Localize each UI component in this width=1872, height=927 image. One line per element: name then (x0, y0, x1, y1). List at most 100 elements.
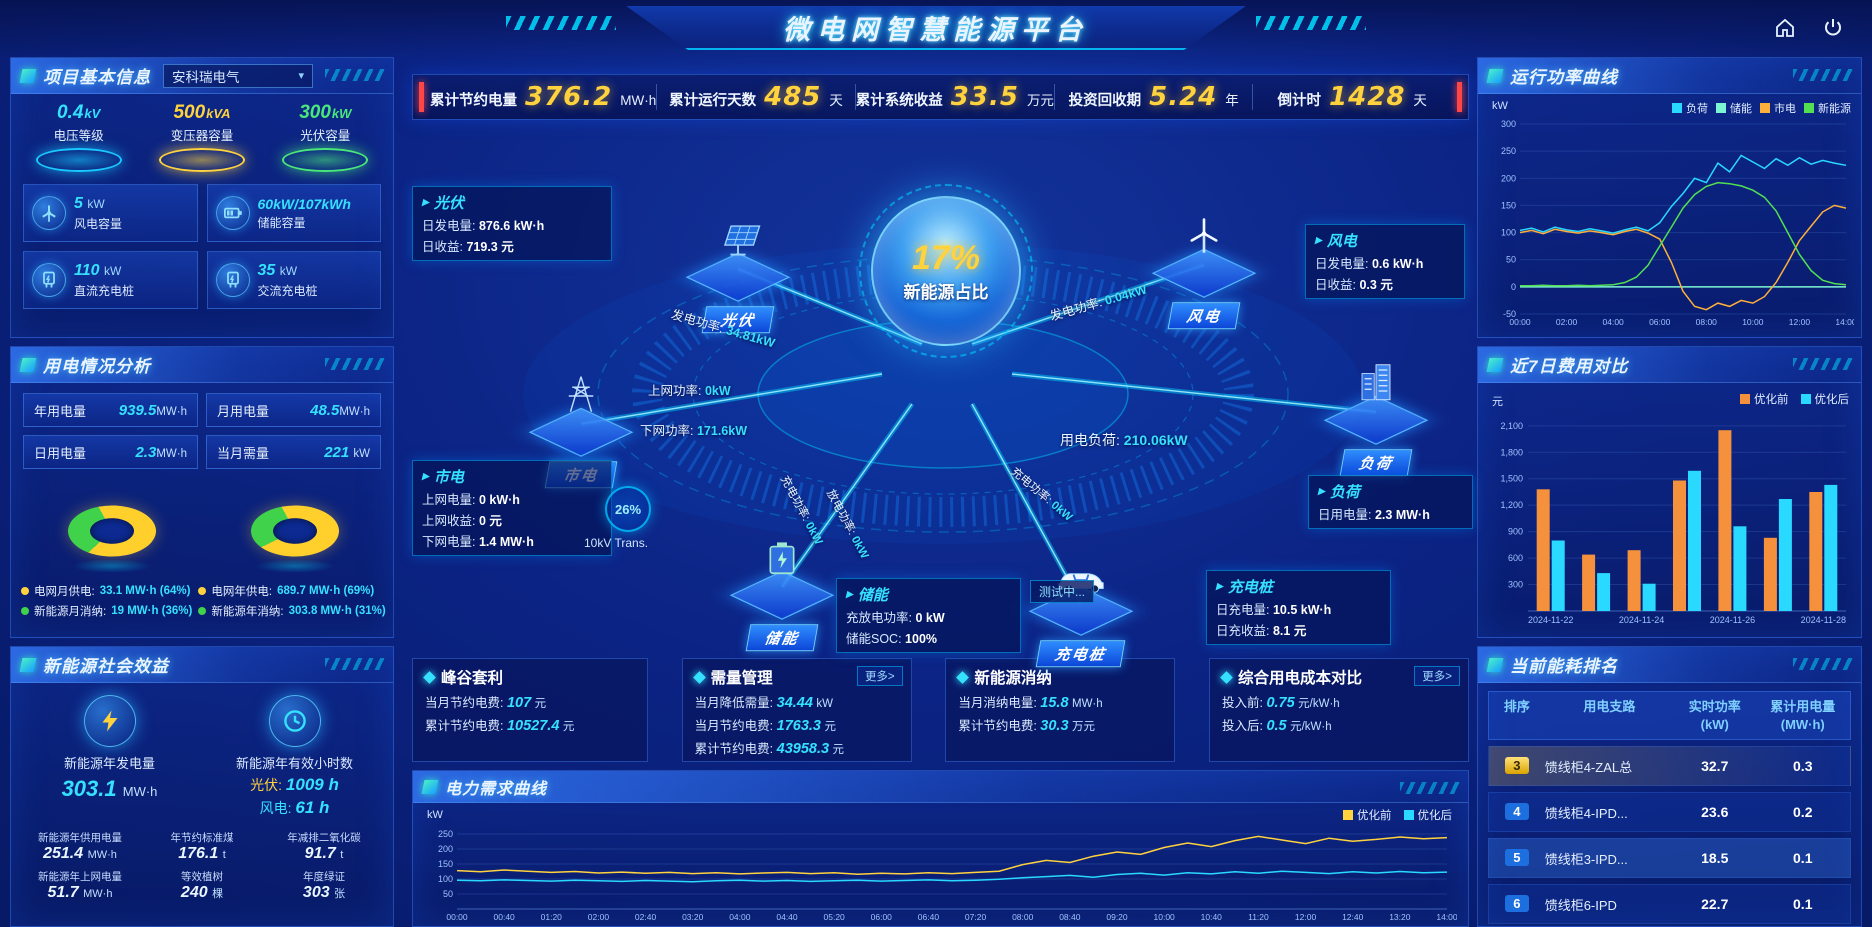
benefit-label: 当月消纳电量: (958, 696, 1037, 710)
home-icon (1773, 16, 1797, 45)
svg-text:00:40: 00:40 (494, 912, 516, 922)
grid-card: ▶ 市电 上网电量: 0 kW·h 上网收益: 0 元 下网电量: 1.4 MW·… (412, 460, 612, 556)
power-curve-panel: 运行功率曲线 kW 负荷 储能 市电 新能源 -50 0 50 100 150 200 25… (1477, 57, 1862, 338)
branch-name: 馈线柜3-IPD... (1544, 851, 1628, 867)
realtime-power: 18.5 (1701, 850, 1729, 867)
legend-item[interactable]: 市电 (1760, 100, 1796, 116)
card-row-value: 0 kW (915, 611, 945, 625)
metric-value: 51.7 (47, 884, 79, 901)
benefit-unit: 万元 (1072, 721, 1095, 733)
metric-label: 新能源年有效小时数 (235, 756, 353, 771)
cost-legend[interactable]: 优化前 优化后 (1740, 391, 1849, 407)
metric-label: 新能源年供用电量 (38, 832, 122, 844)
legend-label: 储能 (1730, 103, 1752, 115)
table-row[interactable]: 4 馈线柜4-IPD... 23.6 0.2 (1488, 792, 1851, 833)
metric-unit: t (222, 849, 226, 861)
total-energy: 0.1 (1793, 896, 1813, 913)
legend-item[interactable]: 优化后 (1403, 807, 1453, 823)
legend-item[interactable]: 储能 (1716, 100, 1752, 116)
svg-text:600: 600 (1508, 553, 1523, 563)
card-row-value: 0.6 kW·h (1371, 257, 1424, 271)
card-arrow-icon: ▶ (422, 471, 429, 481)
metric-unit: t (340, 849, 344, 861)
legend-item[interactable]: 优化前 (1740, 391, 1789, 407)
home-button[interactable] (1766, 14, 1804, 46)
cost-bar-chart: 300 600 900 1,200 1,500 1,800 2,100 2024-11-22 2… (1500, 421, 1846, 625)
transformer-load-value: 26% (614, 501, 642, 517)
node-pv[interactable]: 光伏 (678, 214, 798, 334)
legend-label: 优化后 (1417, 810, 1453, 822)
card-row-value: 100% (905, 632, 938, 646)
svg-text:00:00: 00:00 (1509, 317, 1531, 327)
svg-text:1,500: 1,500 (1500, 474, 1523, 484)
company-select[interactable]: 安科瑞电气 ▾ (163, 63, 313, 88)
flow-load: 用电负荷: 210.06kW (1060, 430, 1188, 450)
renewable-share-sphere: 17% 新能源占比 (859, 184, 1033, 358)
kpi-unit: 天 (829, 93, 843, 108)
cost-compare-more-button[interactable]: 更多> (1414, 666, 1460, 686)
benefit-unit: MW·h (1072, 698, 1103, 710)
table-row[interactable]: 6 馈线柜6-IPD 22.7 0.1 (1488, 884, 1851, 925)
capacity-value: 5 (74, 194, 83, 212)
usage-stats-grid: 年用电量 939.5MW·h 月用电量 48.5MW·h 日用电量 2.3MW·… (11, 383, 393, 473)
panel-corner-icon (1486, 68, 1504, 83)
usage-label: 日用电量 (34, 445, 87, 461)
legend-item[interactable]: 负荷 (1672, 100, 1708, 116)
node-storage[interactable]: 储能 (722, 532, 842, 652)
wind-hours-label: 风电: (259, 800, 292, 816)
logout-button[interactable] (1814, 14, 1852, 46)
donut-chart-year (239, 498, 350, 564)
svg-text:2024-11-28: 2024-11-28 (1801, 615, 1846, 625)
capacity-ac-charger: 35 kW 交流充电桩 (206, 251, 381, 309)
wind-card: ▶ 风电 日发电量: 0.6 kW·h 日收益: 0.3 元 (1305, 224, 1465, 299)
chevron-down-icon: ▾ (298, 70, 304, 82)
metric-unit: 棵 (212, 888, 224, 900)
node-wind[interactable]: 风电 (1144, 210, 1264, 330)
svg-text:150: 150 (438, 859, 453, 869)
capacity-storage: 60kW/107kWh 储能容量 (206, 184, 381, 242)
kpi-label: 累计运行天数 (669, 93, 757, 109)
kpi-divider (1053, 84, 1055, 110)
header-title-wrap: 微电网智慧能源平台 (626, 6, 1246, 50)
kpi-payback-period: 投资回收期 5.24 年 (1055, 82, 1253, 112)
legend-label: 电网年供电: (211, 586, 273, 598)
benefit-value: 15.8 (1040, 695, 1069, 711)
card-arrow-icon: ▶ (1318, 486, 1325, 496)
usage-value: 48.5 (310, 401, 340, 419)
yearly-energy-donut (229, 479, 359, 575)
legend-item[interactable]: 优化前 (1343, 807, 1392, 823)
transformer-load-circle: 26% (605, 486, 651, 532)
gauge-disc (35, 148, 122, 172)
panel-title: 电力需求曲线 (445, 780, 548, 798)
metric-coal-saved: 年节约标准煤 176.1 t (143, 830, 261, 863)
gauge-unit: kVA (206, 106, 231, 121)
power-legend[interactable]: 负荷 储能 市电 新能源 (1672, 100, 1851, 116)
generation-bolt-icon (83, 695, 136, 747)
gauge-transformer: 500kVA 变压器容量 (143, 102, 261, 172)
svg-text:-50: -50 (1503, 309, 1516, 319)
usage-month: 月用电量 48.5MW·h (206, 393, 381, 427)
svg-text:1,200: 1,200 (1500, 500, 1523, 510)
legend-label: 负荷 (1686, 103, 1708, 115)
capacity-unit: kW (103, 263, 122, 278)
node-charger[interactable]: 充电桩 (1021, 548, 1141, 668)
legend-item[interactable]: 新能源 (1804, 100, 1851, 116)
cost-compare-panel: 综合用电成本对比 更多> 投入前: 0.75 元/kW·h 投入后: 0.5 元… (1208, 658, 1469, 762)
node-grid[interactable]: 市电 (521, 369, 641, 489)
demand-legend[interactable]: 优化前 优化后 (1343, 807, 1452, 823)
node-label-wind: 风电 (1167, 302, 1241, 330)
svg-text:100: 100 (438, 874, 453, 884)
header: 微电网智慧能源平台 (0, 0, 1872, 58)
capacity-value: 35 (257, 261, 276, 279)
table-row[interactable]: 3 馈线柜4-ZAL总 32.7 0.3 (1488, 746, 1851, 787)
svg-text:09:20: 09:20 (1106, 912, 1128, 922)
benefit-unit: 元/kW·h (1298, 698, 1340, 710)
kpi-divider (854, 84, 856, 110)
capacity-label: 直流充电桩 (74, 283, 135, 298)
legend-item[interactable]: 优化后 (1800, 391, 1849, 407)
svg-text:2024-11-26: 2024-11-26 (1710, 615, 1755, 625)
table-row[interactable]: 5 馈线柜3-IPD... 18.5 0.1 (1488, 838, 1851, 879)
demand-mgmt-more-button[interactable]: 更多> (856, 666, 903, 686)
usage-unit: MW·h (156, 447, 187, 460)
node-load[interactable]: 负荷 (1316, 357, 1436, 477)
